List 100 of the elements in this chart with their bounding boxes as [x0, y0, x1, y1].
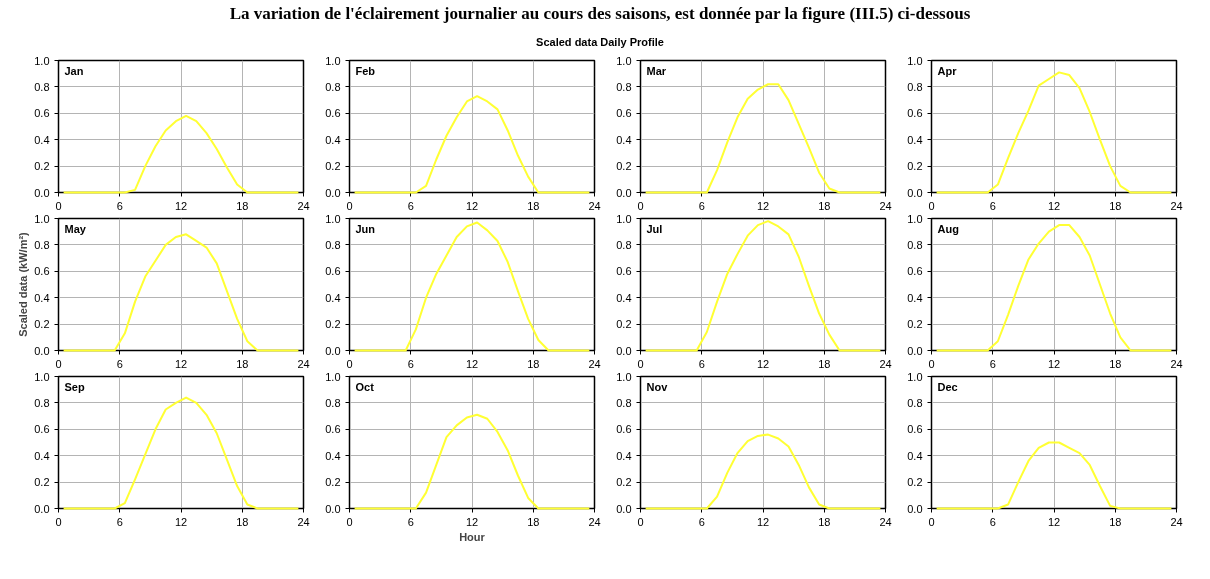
y-tick-label: 0.4 [325, 291, 341, 304]
y-tick-label: 0.8 [907, 397, 923, 410]
y-tick-label: 0.8 [616, 81, 632, 94]
x-axis-title: Hour [459, 530, 486, 543]
x-tick-label: 6 [116, 357, 123, 370]
y-tick-label: 0.4 [616, 449, 632, 462]
y-tick-label: 0.8 [907, 239, 923, 252]
text: Scaled data Daily Profile [535, 36, 665, 50]
x-tick-label: 0 [928, 357, 935, 370]
y-tick-label: 0.4 [616, 291, 632, 304]
y-tick-label: 0.8 [325, 81, 341, 94]
y-tick-label: 0.0 [907, 186, 923, 199]
y-tick-label: 0.2 [907, 318, 923, 331]
chart-title: Dec [937, 380, 958, 393]
y-tick-label: 0.6 [325, 107, 341, 120]
x-tick-label: 0 [346, 357, 353, 370]
x-tick-label: 18 [1109, 199, 1122, 212]
y-tick-label: 1.0 [34, 54, 50, 67]
y-tick-label: 0.8 [34, 397, 50, 410]
line-series [62, 233, 300, 352]
line-series [644, 220, 882, 352]
y-tick-label: 0.2 [616, 476, 632, 489]
y-tick-label: 0.0 [907, 502, 923, 515]
y-tick-label: 0.4 [325, 133, 341, 146]
chart-title: Jul [646, 222, 663, 235]
x-tick-label: 18 [1109, 357, 1122, 370]
y-tick-label: 1.0 [34, 212, 50, 225]
y-tick-label: 0.6 [907, 265, 923, 278]
x-tick-label: 18 [236, 515, 249, 528]
x-tick-label: 12 [174, 515, 188, 528]
line-series [353, 95, 591, 194]
y-tick-label: 0.0 [34, 502, 50, 515]
x-tick-label: 0 [346, 515, 353, 528]
chart-title: Apr [937, 64, 958, 77]
x-tick-label: 0 [55, 515, 62, 528]
line-series [935, 441, 1173, 510]
y-tick-label: 0.2 [616, 318, 632, 331]
y-tick-label: 0.6 [34, 265, 50, 278]
y-tick-label: 0.0 [34, 186, 50, 199]
x-tick-label: 24 [297, 357, 310, 370]
y-tick-label: 0.6 [325, 265, 341, 278]
x-tick-label: 12 [174, 199, 188, 212]
x-tick-label: 6 [116, 515, 123, 528]
x-tick-label: 24 [1170, 199, 1183, 212]
text: La variation de l'éclairement journalier au cours des saisons, est donnée par la figure (III.5) ci-dessous [228, 4, 972, 23]
x-tick-label: 6 [698, 357, 705, 370]
y-tick-label: 0.2 [325, 318, 341, 331]
x-tick-label: 12 [756, 199, 770, 212]
x-tick-label: 12 [756, 357, 770, 370]
x-tick-label: 6 [989, 515, 996, 528]
y-tick-label: 0.8 [34, 81, 50, 94]
x-tick-label: 24 [1170, 515, 1183, 528]
y-tick-label: 0.0 [325, 502, 341, 515]
y-tick-label: 0.8 [325, 397, 341, 410]
x-tick-label: 18 [818, 199, 831, 212]
line-series [62, 115, 300, 194]
y-tick-label: 0.8 [907, 81, 923, 94]
y-tick-label: 1.0 [616, 370, 632, 383]
y-tick-label: 0.2 [34, 476, 50, 489]
x-tick-label: 24 [1170, 357, 1183, 370]
chart-title: Mar [646, 64, 667, 77]
y-tick-label: 0.2 [616, 160, 632, 173]
chart-title: Jan [64, 64, 84, 77]
x-tick-label: 12 [174, 357, 188, 370]
y-tick-label: 0.6 [616, 107, 632, 120]
y-tick-label: 0.4 [34, 133, 50, 146]
x-tick-label: 0 [637, 199, 644, 212]
x-tick-label: 12 [1047, 357, 1061, 370]
y-tick-label: 0.6 [616, 265, 632, 278]
chart-title: Nov [646, 380, 669, 393]
y-tick-label: 0.2 [907, 160, 923, 173]
y-tick-label: 1.0 [325, 54, 341, 67]
y-tick-label: 0.0 [616, 186, 632, 199]
y-tick-label: 0.0 [325, 344, 341, 357]
chart-title: Oct [355, 380, 375, 393]
x-tick-label: 24 [588, 357, 601, 370]
y-tick-label: 0.6 [907, 423, 923, 436]
x-tick-label: 18 [236, 199, 249, 212]
y-tick-label: 0.4 [616, 133, 632, 146]
x-tick-label: 18 [818, 515, 831, 528]
x-tick-label: 0 [637, 515, 644, 528]
x-tick-label: 18 [527, 515, 540, 528]
x-tick-label: 6 [407, 199, 414, 212]
chart-title: Feb [355, 64, 376, 77]
x-tick-label: 0 [928, 199, 935, 212]
x-tick-label: 18 [236, 357, 249, 370]
y-tick-label: 1.0 [616, 212, 632, 225]
y-tick-label: 0.4 [907, 133, 923, 146]
x-tick-label: 0 [637, 357, 644, 370]
y-tick-label: 0.2 [907, 476, 923, 489]
x-tick-label: 12 [1047, 199, 1061, 212]
x-tick-label: 6 [989, 199, 996, 212]
x-tick-label: 0 [55, 199, 62, 212]
chart-title: Aug [937, 222, 959, 235]
y-tick-label: 0.4 [34, 449, 50, 462]
line-series [353, 221, 591, 352]
y-tick-label: 0.8 [325, 239, 341, 252]
line-series [935, 224, 1173, 352]
y-axis-title: Scaled data (kW/m²) [17, 232, 30, 338]
y-tick-label: 0.2 [325, 160, 341, 173]
